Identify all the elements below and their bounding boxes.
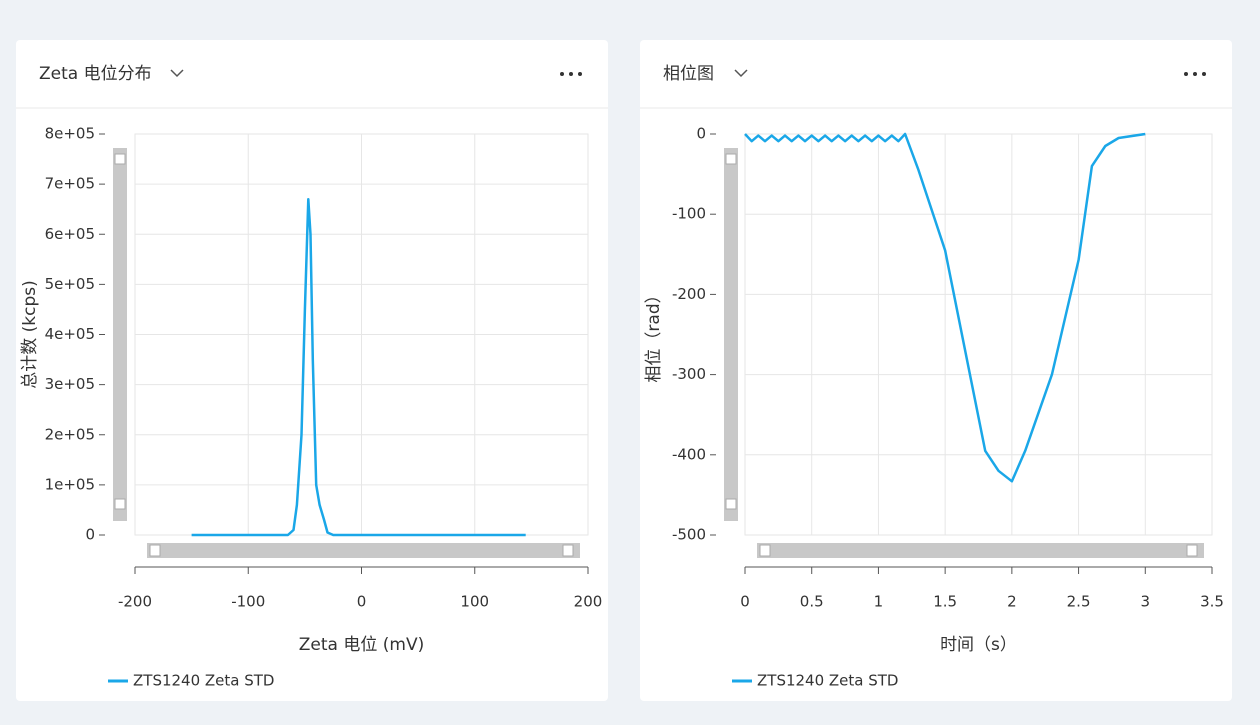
panel-title: 相位图 xyxy=(663,64,714,84)
h-scroll-handle xyxy=(759,544,771,557)
h-scroll-handle xyxy=(1186,544,1198,557)
h-scrollbar xyxy=(147,543,580,558)
v-scrollbar xyxy=(113,148,127,521)
y-axis-title: 总计数 (kcps) xyxy=(20,280,40,389)
x-tick-label: 100 xyxy=(460,593,489,611)
y-tick-label: -100 xyxy=(672,205,706,223)
data-line xyxy=(744,132,1146,483)
panel-2 xyxy=(640,40,1232,701)
legend-label: ZTS1240 Zeta STD xyxy=(133,672,274,690)
panel-card xyxy=(640,40,1232,701)
y-tick-label: 1e+05 xyxy=(45,475,95,493)
data-line xyxy=(191,197,526,537)
h-scrollbar xyxy=(757,543,1204,558)
y-axis-title: 相位（rad） xyxy=(644,286,664,382)
panel-title: Zeta 电位分布 xyxy=(39,64,152,84)
y-tick-label: -200 xyxy=(672,285,706,303)
x-tick-label: 3 xyxy=(1141,593,1151,611)
v-scroll-handle xyxy=(114,153,126,165)
y-tick-label: 0 xyxy=(696,125,706,143)
more-menu[interactable] xyxy=(560,72,582,76)
y-tick-label: -500 xyxy=(672,526,706,544)
x-tick-label: 0 xyxy=(357,593,367,611)
dropdown-icon[interactable] xyxy=(734,69,748,78)
x-tick-label: 1.5 xyxy=(933,593,957,611)
x-tick-label: 2.5 xyxy=(1067,593,1091,611)
more-menu[interactable] xyxy=(1184,72,1206,76)
dropdown-icon[interactable] xyxy=(170,69,184,78)
v-scroll-handle xyxy=(725,498,737,510)
y-tick-label: 4e+05 xyxy=(45,325,95,343)
y-tick-label: 5e+05 xyxy=(45,275,95,293)
y-tick-label: 8e+05 xyxy=(45,125,95,143)
y-tick-label: 2e+05 xyxy=(45,425,95,443)
x-tick-label: 200 xyxy=(574,593,603,611)
v-scroll-handle xyxy=(114,498,126,510)
x-axis-title: Zeta 电位 (mV) xyxy=(299,635,424,655)
x-tick-label: -100 xyxy=(231,593,265,611)
y-tick-label: 3e+05 xyxy=(45,375,95,393)
y-tick-label: 6e+05 xyxy=(45,225,95,243)
v-scroll-handle xyxy=(725,153,737,165)
x-axis-title: 时间（s） xyxy=(940,635,1017,655)
x-tick-label: 0 xyxy=(740,593,750,611)
x-tick-label: -200 xyxy=(118,593,152,611)
x-tick-label: 1 xyxy=(874,593,884,611)
h-scroll-handle xyxy=(149,544,161,557)
v-scrollbar xyxy=(724,148,738,521)
x-tick-label: 3.5 xyxy=(1200,593,1224,611)
y-tick-label: 7e+05 xyxy=(45,175,95,193)
y-tick-label: -300 xyxy=(672,365,706,383)
h-scroll-handle xyxy=(562,544,574,557)
x-tick-label: 2 xyxy=(1007,593,1017,611)
x-tick-label: 0.5 xyxy=(800,593,824,611)
y-tick-label: 0 xyxy=(85,526,95,544)
legend-label: ZTS1240 Zeta STD xyxy=(757,672,898,690)
y-tick-label: -400 xyxy=(672,445,706,463)
